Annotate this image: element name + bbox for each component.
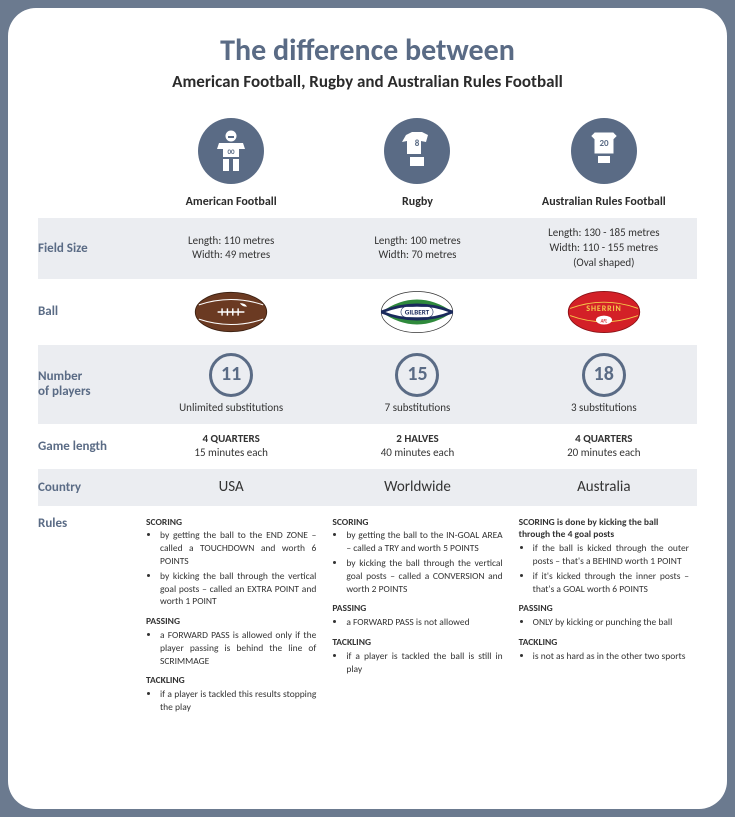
svg-text:00: 00 [228, 147, 236, 156]
svg-text:8: 8 [415, 138, 420, 149]
text: 3 substitutions [571, 401, 637, 416]
text: Width: 70 metres [379, 248, 457, 263]
svg-text:AFL: AFL [599, 319, 607, 324]
text: 15 minutes each [194, 446, 268, 461]
afl-kit-icon: 20 [571, 118, 637, 184]
row-label-ball: Ball [38, 279, 138, 345]
game-length-american: 4 QUARTERS 15 minutes each [138, 424, 324, 470]
svg-text:20: 20 [599, 138, 609, 149]
page-title: The difference between [38, 32, 697, 69]
row-label-country: Country [38, 469, 138, 505]
row-label-rules: Rules [38, 506, 138, 723]
ball-afl: SHERRIN AFL [511, 279, 697, 345]
header-spacer [38, 110, 138, 218]
text: Length: 130 - 185 metres [548, 226, 659, 241]
col-title: Rugby [402, 194, 433, 210]
players-afl: 18 3 substitutions [511, 345, 697, 424]
row-label-players: Number of players [38, 345, 138, 424]
country-rugby: Worldwide [324, 469, 510, 505]
col-header-rugby: 8 Rugby [324, 110, 510, 218]
rules-afl: SCORING is done by kicking the ball thro… [511, 506, 697, 723]
page-subtitle: American Football, Rugby and Australian … [38, 71, 697, 92]
col-header-afl: 20 Australian Rules Football [511, 110, 697, 218]
rules-american: SCORINGby getting the ball to the END ZO… [138, 506, 324, 723]
players-american: 11 Unlimited substitutions [138, 345, 324, 424]
field-size-rugby: Length: 100 metres Width: 70 metres [324, 218, 510, 279]
ball-rugby: GILBERT [324, 279, 510, 345]
text: 4 QUARTERS [575, 432, 632, 447]
infographic-card: The difference between American Football… [8, 8, 727, 809]
text: Length: 100 metres [374, 234, 460, 249]
comparison-grid: 00 American Football 8 Rugby [38, 110, 697, 723]
svg-text:GILBERT: GILBERT [405, 307, 430, 316]
text: 2 HALVES [396, 432, 438, 447]
col-title: American Football [186, 194, 277, 210]
rugby-kit-icon: 8 [384, 118, 450, 184]
text: Width: 110 - 155 metres [550, 241, 659, 256]
field-size-american: Length: 110 metres Width: 49 metres [138, 218, 324, 279]
text: Length: 110 metres [188, 234, 274, 249]
row-label-game-length: Game length [38, 424, 138, 470]
text: (Oval shaped) [573, 256, 634, 271]
ball-american [138, 279, 324, 345]
rugby-ball-icon: GILBERT [372, 287, 462, 337]
country-afl: Australia [511, 469, 697, 505]
afl-ball-icon: SHERRIN AFL [559, 287, 649, 337]
text: 4 QUARTERS [202, 432, 259, 447]
player-count-badge: 15 [395, 353, 439, 397]
col-title: Australian Rules Football [542, 194, 666, 210]
text: Width: 49 metres [192, 248, 270, 263]
player-count-badge: 11 [209, 353, 253, 397]
player-count-badge: 18 [582, 353, 626, 397]
field-size-afl: Length: 130 - 185 metres Width: 110 - 15… [511, 218, 697, 279]
svg-text:SHERRIN: SHERRIN [586, 304, 621, 314]
row-label-field-size: Field Size [38, 218, 138, 279]
game-length-rugby: 2 HALVES 40 minutes each [324, 424, 510, 470]
text: 40 minutes each [381, 446, 455, 461]
col-header-american: 00 American Football [138, 110, 324, 218]
american-football-kit-icon: 00 [198, 118, 264, 184]
players-rugby: 15 7 substitutions [324, 345, 510, 424]
rules-rugby: SCORINGby getting the ball to the IN-GOA… [324, 506, 510, 723]
game-length-afl: 4 QUARTERS 20 minutes each [511, 424, 697, 470]
text: 20 minutes each [567, 446, 641, 461]
country-american: USA [138, 469, 324, 505]
text: 7 substitutions [385, 401, 451, 416]
american-football-icon [186, 287, 276, 337]
text: Unlimited substitutions [179, 401, 283, 416]
